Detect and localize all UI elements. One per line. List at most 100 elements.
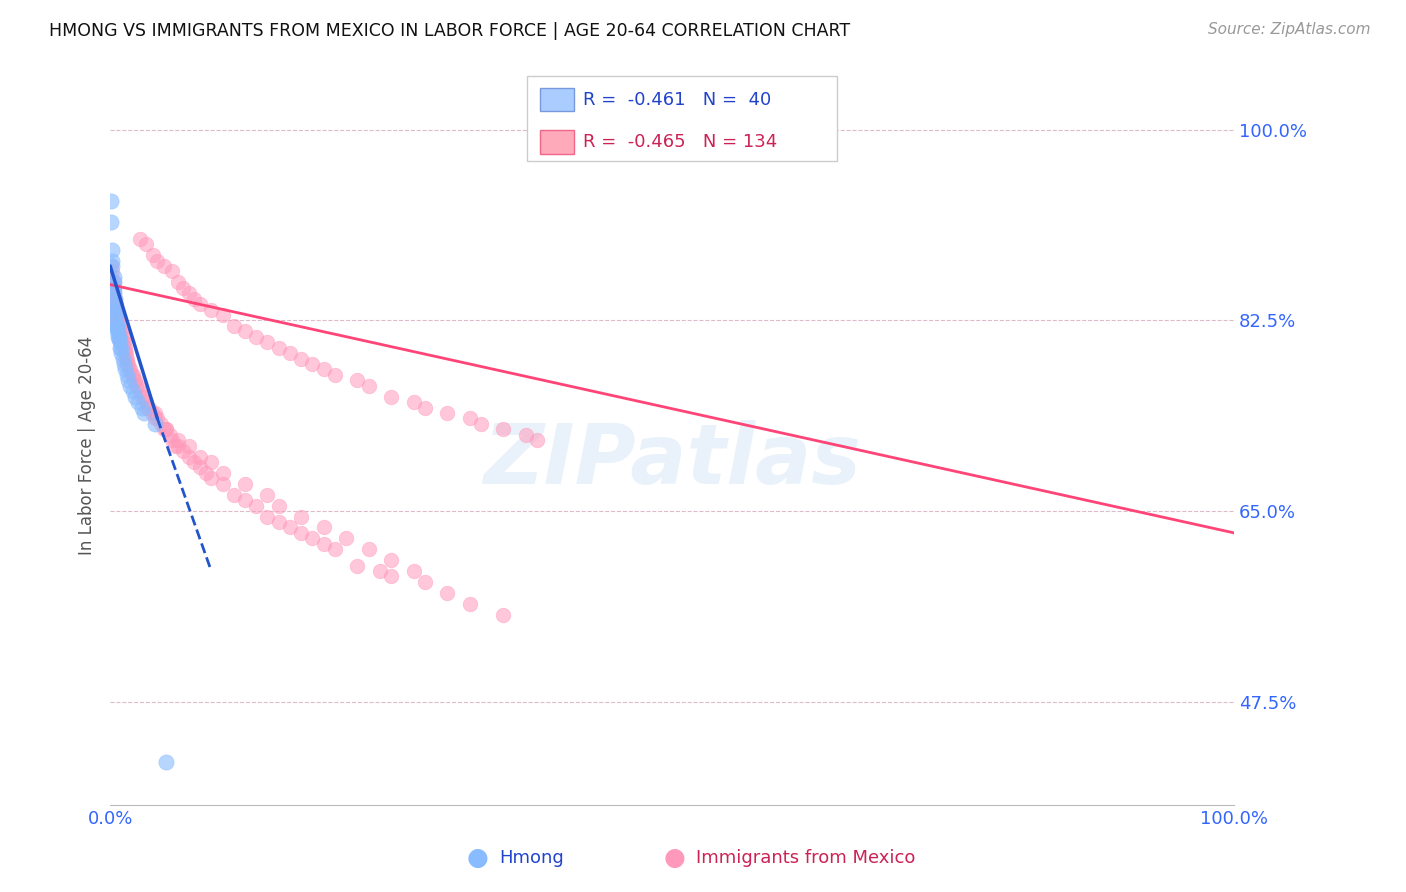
Point	[114, 362, 136, 376]
Point	[143, 411, 166, 425]
Point	[256, 488, 278, 502]
Point	[177, 439, 200, 453]
Point	[290, 525, 312, 540]
Point	[233, 476, 256, 491]
Point	[141, 406, 163, 420]
Text: Hmong: Hmong	[499, 849, 564, 867]
Point	[100, 259, 122, 273]
Point	[105, 313, 128, 327]
Point	[278, 346, 301, 360]
Point	[104, 297, 127, 311]
Point	[127, 379, 149, 393]
Point	[312, 362, 335, 376]
Point	[110, 341, 132, 355]
Point	[357, 379, 380, 393]
Point	[200, 455, 222, 469]
Point	[172, 281, 194, 295]
Point	[413, 574, 436, 589]
Point	[165, 439, 187, 453]
Point	[194, 466, 217, 480]
Point	[104, 308, 127, 322]
Point	[436, 585, 458, 599]
Point	[200, 471, 222, 485]
Point	[107, 318, 129, 333]
Point	[267, 515, 290, 529]
Point	[143, 417, 166, 431]
Text: ●: ●	[664, 847, 686, 870]
Point	[110, 346, 132, 360]
Point	[256, 509, 278, 524]
Point	[103, 276, 125, 290]
Point	[131, 401, 153, 415]
Point	[110, 324, 132, 338]
Point	[323, 542, 346, 557]
Point	[142, 248, 165, 262]
Point	[458, 411, 481, 425]
Point	[132, 390, 155, 404]
Point	[117, 357, 139, 371]
Point	[115, 351, 138, 366]
Point	[402, 564, 425, 578]
Y-axis label: In Labor Force | Age 20-64: In Labor Force | Age 20-64	[79, 336, 96, 556]
Point	[101, 276, 124, 290]
Point	[290, 509, 312, 524]
Point	[121, 368, 143, 382]
Point	[103, 286, 125, 301]
Point	[526, 434, 548, 448]
Point	[103, 281, 125, 295]
Point	[118, 362, 141, 376]
Point	[301, 531, 323, 545]
Point	[100, 269, 122, 284]
Point	[301, 357, 323, 371]
Point	[166, 439, 188, 453]
Point	[492, 422, 515, 436]
Point	[155, 422, 177, 436]
Point	[245, 330, 267, 344]
Point	[101, 259, 124, 273]
Point	[138, 401, 160, 415]
Point	[128, 384, 150, 399]
Point	[103, 276, 125, 290]
Point	[131, 390, 153, 404]
Point	[380, 553, 402, 567]
Point	[105, 318, 128, 333]
Point	[108, 332, 131, 346]
Point	[101, 243, 124, 257]
Point	[149, 417, 172, 431]
Point	[222, 318, 245, 333]
Point	[211, 466, 233, 480]
Point	[335, 531, 357, 545]
Point	[267, 499, 290, 513]
Point	[368, 564, 391, 578]
Point	[104, 302, 127, 317]
Point	[104, 292, 127, 306]
Text: ZIPatlas: ZIPatlas	[484, 419, 860, 500]
Point	[380, 390, 402, 404]
Text: ●: ●	[467, 847, 489, 870]
Point	[146, 253, 169, 268]
Point	[124, 373, 146, 387]
Point	[110, 330, 132, 344]
Point	[120, 362, 142, 376]
Point	[115, 357, 138, 371]
Point	[245, 499, 267, 513]
Point	[155, 422, 177, 436]
Point	[104, 308, 127, 322]
Point	[115, 346, 138, 360]
Point	[166, 276, 188, 290]
Point	[153, 422, 176, 436]
Point	[413, 401, 436, 415]
Point	[112, 341, 135, 355]
Point	[122, 373, 145, 387]
Point	[110, 330, 132, 344]
Point	[146, 411, 169, 425]
Point	[107, 324, 129, 338]
Point	[120, 379, 142, 393]
Point	[110, 341, 132, 355]
Point	[492, 607, 515, 622]
Point	[105, 324, 128, 338]
Point	[312, 537, 335, 551]
Point	[233, 324, 256, 338]
Point	[135, 237, 157, 252]
Point	[114, 346, 136, 360]
